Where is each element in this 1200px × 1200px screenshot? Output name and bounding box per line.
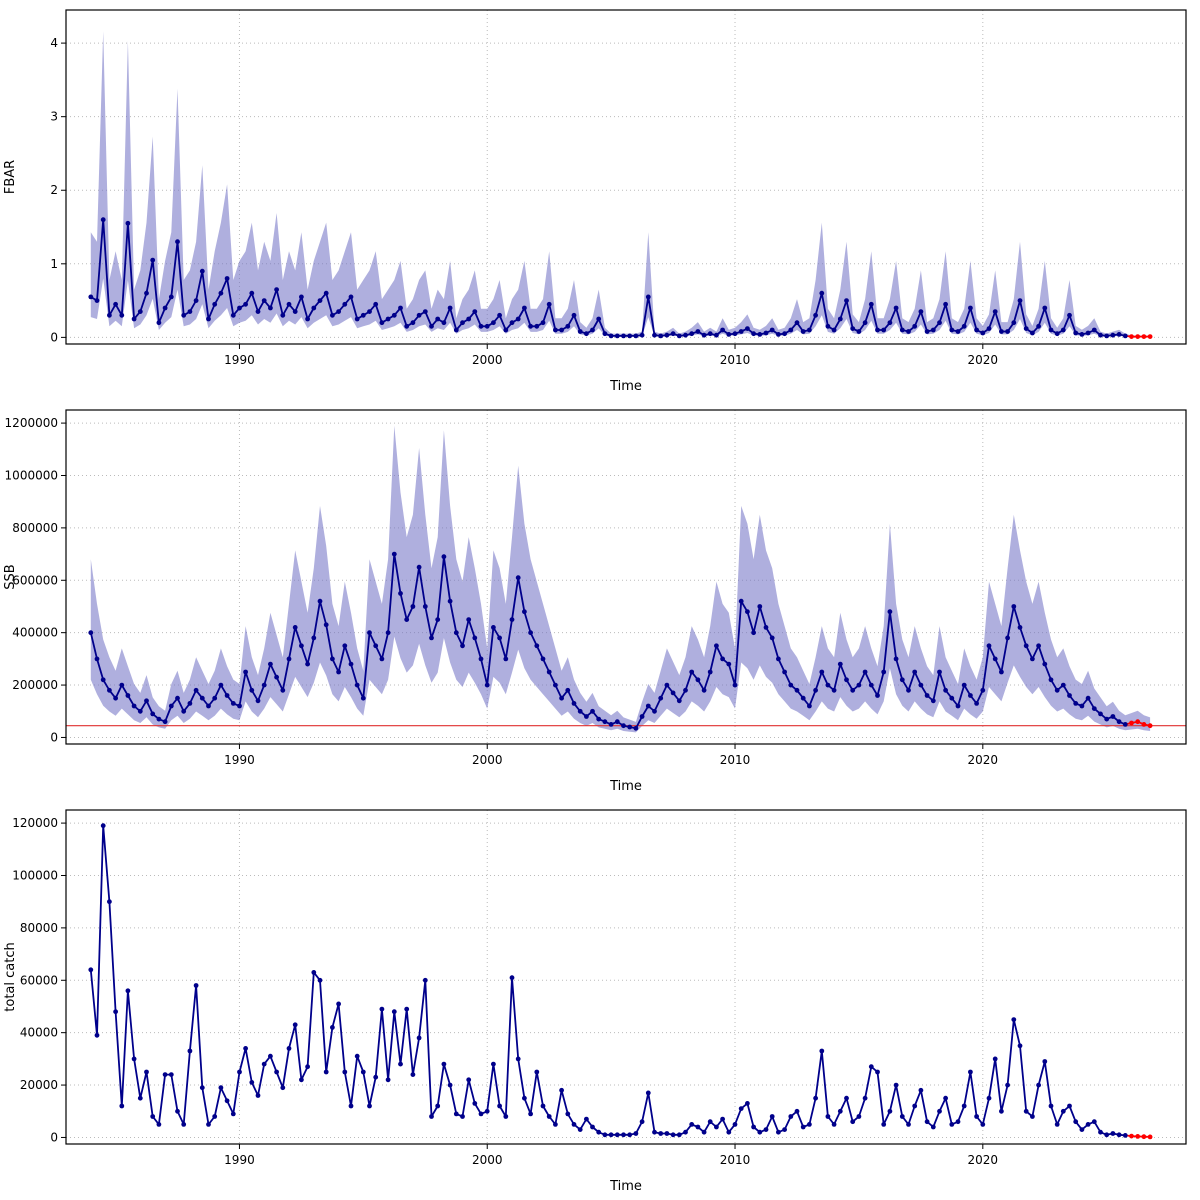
svg-text:1200000: 1200000: [5, 416, 58, 430]
svg-text:total catch: total catch: [3, 942, 18, 1011]
svg-text:Time: Time: [609, 779, 642, 794]
svg-text:2: 2: [50, 183, 58, 197]
svg-text:FBAR: FBAR: [3, 160, 18, 194]
svg-text:1990: 1990: [224, 353, 255, 367]
svg-text:4: 4: [50, 36, 58, 50]
svg-text:Time: Time: [609, 1179, 642, 1194]
svg-text:100000: 100000: [12, 868, 58, 882]
svg-text:800000: 800000: [12, 521, 58, 535]
total-catch-panel: 0 20000 40000 60000 80000 100000 120000 1990 200…: [0, 800, 1200, 1200]
svg-text:40000: 40000: [20, 1026, 58, 1040]
svg-text:2010: 2010: [720, 353, 751, 367]
svg-text:2000: 2000: [472, 353, 503, 367]
svg-text:2010: 2010: [720, 753, 751, 767]
ssb-chart: 0 200000 400000 600000 800000 1000000 1200000 1…: [3, 409, 1187, 794]
svg-text:200000: 200000: [12, 678, 58, 692]
svg-text:2020: 2020: [968, 353, 999, 367]
svg-text:20000: 20000: [20, 1078, 58, 1092]
svg-text:SSB: SSB: [3, 564, 18, 589]
svg-text:Time: Time: [609, 379, 642, 394]
svg-text:1990: 1990: [224, 1153, 255, 1167]
svg-text:600000: 600000: [12, 573, 58, 587]
svg-text:2000: 2000: [472, 753, 503, 767]
svg-text:2020: 2020: [968, 1153, 999, 1167]
svg-text:60000: 60000: [20, 973, 58, 987]
svg-text:2020: 2020: [968, 753, 999, 767]
total-catch-chart: 0 20000 40000 60000 80000 100000 120000 1990 200…: [3, 809, 1187, 1194]
svg-text:2010: 2010: [720, 1153, 751, 1167]
svg-text:3: 3: [50, 110, 58, 124]
svg-text:1990: 1990: [224, 753, 255, 767]
fbar-panel: 0 1 2 3 4 1990 2000 2010 2020 Time FBAR: [0, 0, 1200, 400]
svg-text:2000: 2000: [472, 1153, 503, 1167]
ssb-panel: 0 200000 400000 600000 800000 1000000 1200000 1…: [0, 400, 1200, 800]
svg-text:0: 0: [50, 730, 58, 744]
svg-text:0: 0: [50, 1130, 58, 1144]
svg-text:120000: 120000: [12, 816, 58, 830]
svg-text:1000000: 1000000: [5, 468, 58, 482]
fbar-chart: 0 1 2 3 4 1990 2000 2010 2020 Time FBAR: [3, 9, 1187, 394]
svg-text:400000: 400000: [12, 626, 58, 640]
svg-text:0: 0: [50, 330, 58, 344]
svg-text:1: 1: [50, 257, 58, 271]
svg-text:80000: 80000: [20, 921, 58, 935]
